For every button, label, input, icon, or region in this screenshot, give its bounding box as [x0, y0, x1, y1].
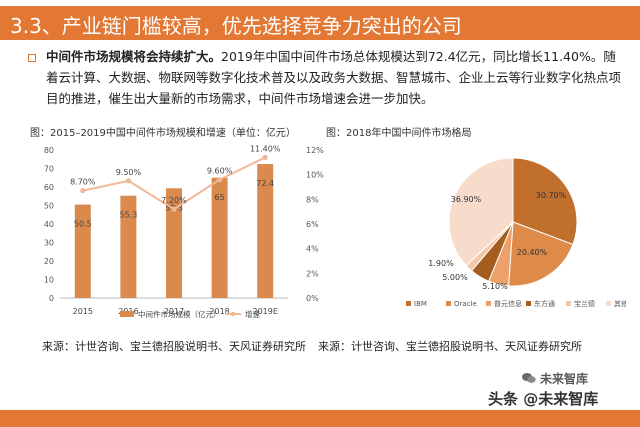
- y-tick-label: 30: [44, 239, 54, 248]
- y2-tick-label: 0%: [306, 294, 319, 303]
- legend-line-label: 增速: [245, 309, 260, 319]
- growth-point: [171, 206, 177, 212]
- growth-label: 11.40%: [250, 144, 281, 153]
- market-size-chart: 0 10 20 30 40 50 60 70 80 0% 2% 4% 6% 8% 10% 12% 50.5 201…: [44, 144, 324, 319]
- y2-tick-label: 8%: [306, 195, 319, 204]
- bullet-square-icon: [28, 54, 36, 62]
- y-tick-label: 40: [44, 220, 54, 229]
- legend-swatch: [406, 301, 411, 306]
- pie-slice-label: 30.70%: [536, 191, 567, 200]
- left-chart-source: 来源：计世咨询、宝兰德招股说明书、天风证券研究所: [42, 340, 306, 353]
- legend-swatch: [566, 301, 571, 306]
- growth-label: 9.50%: [116, 168, 142, 177]
- y-tick-label: 20: [44, 257, 54, 266]
- growth-point: [262, 154, 268, 160]
- growth-point: [125, 178, 131, 184]
- growth-label: 7.20%: [161, 196, 187, 205]
- y2-tick-label: 12%: [306, 146, 324, 155]
- lead-rest: 2019年中国中间件市场总体规模达到72.4亿元，同比增长11.40%。随着云计…: [46, 49, 622, 106]
- bar-2016: [120, 195, 137, 298]
- bar-2015: [74, 204, 91, 298]
- y2-tick-label: 6%: [306, 220, 319, 229]
- pie-slice-Oracle: [508, 221, 574, 287]
- pie-slice-label: 1.90%: [428, 259, 454, 268]
- growth-label: 9.60%: [207, 167, 233, 176]
- y-tick-label: 10: [44, 276, 54, 285]
- bar-value-label: 65: [215, 193, 225, 202]
- y-tick-label: 80: [44, 146, 54, 155]
- legend-label: 其他: [614, 299, 626, 308]
- watermark-line2: 头条 @未来智库: [488, 390, 599, 408]
- watermark-line1: 未来智库: [540, 372, 589, 386]
- bar-value-label: 50.5: [74, 220, 92, 229]
- growth-point: [217, 177, 223, 183]
- legend-label: Oracle: [454, 300, 477, 308]
- pie-slice-IBM: [512, 157, 578, 246]
- x-tick-label: 2017: [164, 307, 184, 316]
- left-chart-caption: 图：2015–2019中国中间件市场规模和增速（单位：亿元）: [30, 128, 296, 139]
- page-title: 3.3、产业链门槛较高，优先选择竞争力突出的公司: [10, 14, 462, 38]
- legend-label: IBM: [414, 300, 427, 308]
- bar-2017: [166, 188, 182, 298]
- growth-point: [80, 188, 86, 194]
- legend-label: 东方通: [534, 299, 555, 308]
- y2-tick-label: 2%: [306, 269, 319, 278]
- bar-value-label: 72.4: [256, 179, 274, 188]
- legend-label: 宝兰德: [574, 299, 595, 308]
- legend-swatch: [446, 301, 451, 306]
- y-tick-label: 0: [49, 294, 54, 303]
- pie-slice-label: 36.90%: [451, 195, 482, 204]
- title-bar: 3.3、产业链门槛较高，优先选择竞争力突出的公司: [0, 6, 640, 40]
- y2-tick-label: 10%: [306, 171, 324, 180]
- body-paragraph: 中间件市场规模将会持续扩大。2019年中国中间件市场总体规模达到72.4亿元，同…: [46, 46, 626, 109]
- market-share-chart: 30.70% 20.40% 5.10% 5.00% 1.90% 36.90% IBM Orac…: [406, 157, 626, 308]
- bar-value-label: 55.3: [119, 211, 137, 220]
- right-chart-source: 来源：计世咨询、宝兰德招股说明书、天风证券研究所: [318, 340, 582, 353]
- legend-bar-label: 中间件市场规模（亿元）: [138, 309, 221, 319]
- y-tick-label: 50: [44, 202, 54, 211]
- legend-bar-swatch: [120, 311, 134, 317]
- pie-slice-label: 5.00%: [442, 273, 468, 282]
- y-tick-label: 60: [44, 183, 54, 192]
- legend-swatch: [486, 301, 491, 306]
- pie-slice-其他: [448, 157, 514, 267]
- legend-swatch: [606, 301, 611, 306]
- growth-label: 8.70%: [70, 178, 96, 187]
- y2-tick-label: 4%: [306, 245, 319, 254]
- bar-2019E: [257, 164, 274, 298]
- pie-slice-label: 20.40%: [517, 248, 548, 257]
- x-tick-label: 2019E: [252, 307, 277, 316]
- pie-slice-label: 5.10%: [482, 282, 508, 291]
- bar-2018: [211, 177, 228, 298]
- y-tick-label: 70: [44, 165, 54, 174]
- lead-bold: 中间件市场规模将会持续扩大。: [46, 49, 222, 64]
- x-tick-label: 2018: [209, 307, 229, 316]
- legend-label: 普元信息: [494, 299, 522, 308]
- right-chart-caption: 图：2018年中国中间件市场格局: [326, 128, 472, 139]
- legend-swatch: [526, 301, 531, 306]
- wechat-icon: [522, 373, 536, 383]
- x-tick-label: 2015: [73, 307, 93, 316]
- legend-line-marker: [230, 311, 236, 317]
- footer-bar: [0, 410, 640, 427]
